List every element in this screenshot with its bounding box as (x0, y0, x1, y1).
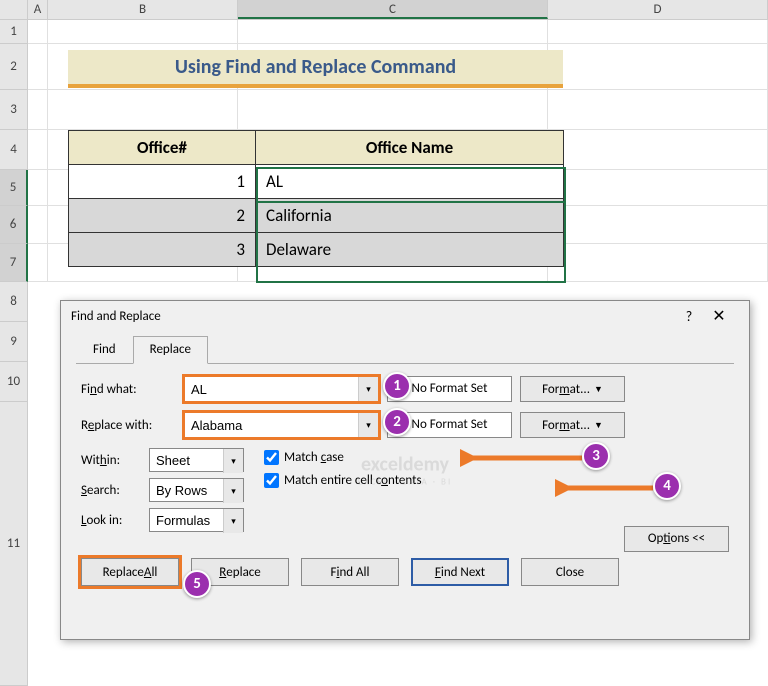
find-what-input[interactable] (184, 376, 379, 402)
row-header-5[interactable]: 5 (0, 170, 28, 206)
close-button[interactable]: Close (521, 558, 619, 586)
replace-with-label: Replace with: (81, 418, 176, 433)
row-header-2[interactable]: 2 (0, 44, 28, 90)
replace-with-input[interactable] (184, 412, 379, 438)
cell-office-name[interactable]: Delaware (256, 233, 564, 267)
close-icon[interactable]: ✕ (699, 306, 739, 326)
tab-find[interactable]: Find (76, 336, 133, 363)
row-header-3[interactable]: 3 (0, 90, 28, 130)
chevron-down-icon[interactable]: ▾ (358, 413, 378, 437)
dialog-titlebar[interactable]: Find and Replace ? ✕ (61, 301, 749, 331)
cell-office-num[interactable]: 1 (69, 165, 256, 199)
table-row[interactable]: 3 Delaware (69, 233, 564, 267)
find-what-wrap: ▾ (184, 376, 379, 402)
find-what-label: Find what: (81, 382, 176, 397)
annotation-badge-5: 5 (183, 570, 211, 598)
table-row[interactable]: 2 California (69, 199, 564, 233)
find-next-button[interactable]: Find Next (411, 558, 509, 586)
match-entire-input[interactable] (264, 473, 279, 488)
help-icon[interactable]: ? (679, 308, 699, 325)
find-replace-dialog: Find and Replace ? ✕ Find Replace Find w… (60, 300, 750, 640)
page-title-banner: Using Find and Replace Command (68, 50, 563, 88)
replace-with-wrap: ▾ (184, 412, 379, 438)
annotation-badge-1: 1 (383, 372, 411, 400)
options-button[interactable]: Options << (624, 526, 729, 552)
col-header-a[interactable]: A (28, 0, 48, 19)
select-all-corner[interactable] (0, 0, 28, 19)
lookin-label: Look in: (81, 513, 141, 528)
replace-format-button[interactable]: Format...▼ (520, 412, 625, 438)
tab-replace[interactable]: Replace (133, 336, 208, 364)
table-row[interactable]: 1 AL (69, 165, 564, 199)
annotation-badge-2: 2 (383, 408, 411, 436)
chevron-down-icon[interactable]: ▾ (223, 509, 243, 533)
cell-office-name[interactable]: AL (256, 165, 564, 199)
annotation-badge-3: 3 (582, 442, 610, 470)
match-entire-checkbox[interactable]: Match entire cell contents (264, 473, 422, 488)
col-header-c[interactable]: C (238, 0, 548, 19)
dialog-tabs: Find Replace (76, 336, 734, 364)
row-header-11[interactable]: 11 (0, 402, 28, 686)
chevron-down-icon[interactable]: ▾ (358, 377, 378, 401)
row-header-10[interactable]: 10 (0, 362, 28, 402)
cell-office-name[interactable]: California (256, 199, 564, 233)
data-table: Office# Office Name 1 AL 2 California 3 … (68, 130, 564, 267)
cell-office-num[interactable]: 2 (69, 199, 256, 233)
dialog-title: Find and Replace (71, 309, 161, 324)
annotation-arrow-4 (555, 479, 660, 497)
row-headers: 1 2 3 4 5 6 7 8 9 10 11 (0, 20, 28, 686)
row-header-4[interactable]: 4 (0, 130, 28, 170)
match-case-input[interactable] (264, 450, 279, 465)
row-header-8[interactable]: 8 (0, 282, 28, 322)
column-headers: A B C D (0, 0, 768, 20)
row-header-6[interactable]: 6 (0, 206, 28, 244)
within-label: Within: (81, 453, 141, 468)
table-header-office-name: Office Name (256, 131, 564, 165)
row-header-7[interactable]: 7 (0, 244, 28, 282)
replace-all-button[interactable]: Replace All (81, 558, 179, 586)
cell-office-num[interactable]: 3 (69, 233, 256, 267)
chevron-down-icon[interactable]: ▾ (223, 449, 243, 473)
row-header-1[interactable]: 1 (0, 20, 28, 44)
chevron-down-icon[interactable]: ▾ (223, 479, 243, 503)
page-title: Using Find and Replace Command (175, 55, 456, 79)
annotation-badge-4: 4 (653, 472, 681, 500)
col-header-b[interactable]: B (48, 0, 238, 19)
search-label: Search: (81, 483, 141, 498)
row-header-9[interactable]: 9 (0, 322, 28, 362)
find-format-button[interactable]: Format...▼ (520, 376, 625, 402)
table-header-office-num: Office# (69, 131, 256, 165)
col-header-d[interactable]: D (548, 0, 768, 19)
find-all-button[interactable]: Find All (301, 558, 399, 586)
match-case-checkbox[interactable]: Match case (264, 450, 422, 465)
annotation-arrow-3 (460, 449, 590, 467)
